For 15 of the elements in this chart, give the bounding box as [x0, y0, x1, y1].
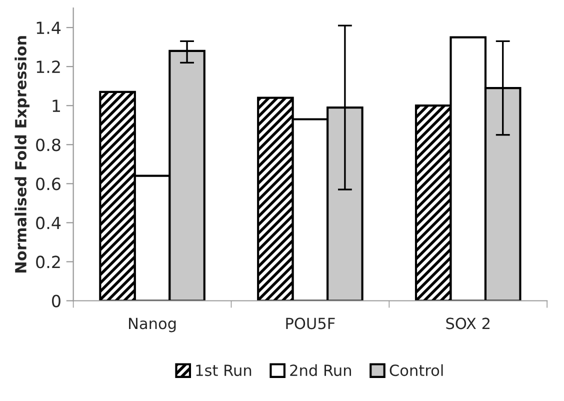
y-tick-label: 1 — [52, 100, 60, 112]
legend-label: 1st Run — [196, 364, 252, 376]
y-tick-label: 1.2 — [36, 60, 60, 73]
x-tick-label: POU5F — [286, 318, 335, 330]
y-tick-label: 0.4 — [36, 216, 61, 230]
y-tick-label: 0 — [52, 294, 60, 308]
x-tick-label: Nanog — [129, 318, 176, 332]
y-tick-label: 1.4 — [36, 22, 61, 34]
y-tick-label: 0.6 — [36, 178, 60, 190]
x-tick-label: SOX 2 — [446, 318, 490, 330]
y-tick-label: 0.2 — [36, 256, 60, 268]
legend-label: 2nd Run — [290, 364, 351, 376]
y-axis-title: Normalised Fold Expression — [14, 36, 30, 272]
legend-label: Control — [390, 364, 443, 376]
y-tick-label: 0.8 — [36, 138, 60, 152]
